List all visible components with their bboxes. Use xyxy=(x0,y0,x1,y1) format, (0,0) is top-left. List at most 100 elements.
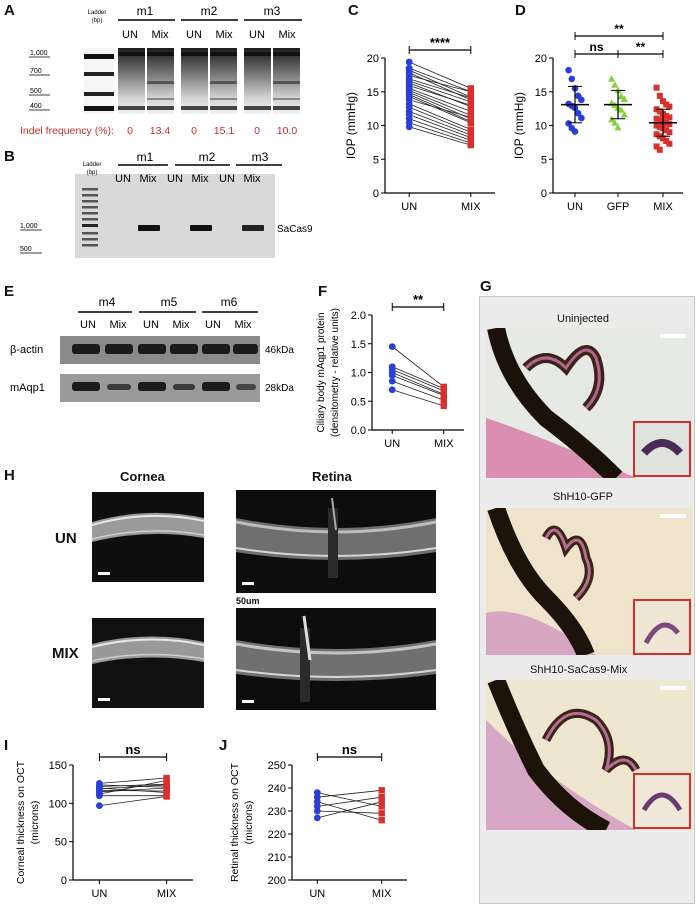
y-tick-label: 0 xyxy=(61,875,67,887)
mix-point xyxy=(666,103,673,110)
panel-a-cond-mix-1: Mix xyxy=(151,29,169,41)
mix-point xyxy=(440,396,447,404)
gfp-point xyxy=(614,123,622,131)
gfp-point xyxy=(611,81,619,88)
panel-a-band xyxy=(147,106,174,110)
y-tick-label: 220 xyxy=(268,829,286,841)
panel-a-band xyxy=(210,98,237,100)
panel-a-band xyxy=(273,52,300,56)
panel-letter-g: G xyxy=(480,278,492,295)
panel-e-row-label: mAqp1 xyxy=(10,382,45,394)
panel-a-lane xyxy=(181,48,208,114)
panel-a-indel-value: 0 xyxy=(127,125,133,137)
panel-a-band xyxy=(181,106,208,110)
y-tick-label: 0.5 xyxy=(351,396,366,408)
pair-line xyxy=(392,375,444,396)
panel-a-band xyxy=(273,106,300,110)
un-point xyxy=(405,123,413,131)
y-axis-label-line: IOP (mmHg) xyxy=(512,92,526,159)
pair-line xyxy=(409,80,471,103)
pair-line xyxy=(409,67,471,93)
panel-g-title-uninjected: Uninjected xyxy=(557,313,609,325)
panel-a-band xyxy=(210,81,237,84)
pair-line xyxy=(409,85,471,106)
x-tick-label: MIX xyxy=(653,201,673,213)
pair-line xyxy=(99,787,167,793)
panel-letter-c: C xyxy=(348,2,359,19)
panel-letter-d: D xyxy=(515,2,526,19)
mix-point xyxy=(467,102,474,109)
pair-line xyxy=(392,380,444,401)
panel-b-cond-mix-2: Mix xyxy=(191,173,209,185)
panel-a-ladder-700: 700 xyxy=(30,68,42,75)
x-tick-label: UN xyxy=(91,888,107,900)
panel-a-band xyxy=(118,52,145,56)
panel-a-indel-value: 0 xyxy=(254,125,260,137)
y-axis-label-line: IOP (mmHg) xyxy=(344,92,358,159)
y-tick-label: 250 xyxy=(268,760,286,772)
panel-a-mouse-m2: m2 xyxy=(201,4,218,18)
panel-b-mouse-m1: m1 xyxy=(137,150,154,164)
y-axis-label: Ciliary body mAqp1 protein (densitometry … xyxy=(316,308,341,437)
gfp-point xyxy=(617,106,625,113)
mix-point xyxy=(163,777,170,784)
y-tick-label: 0.0 xyxy=(351,425,366,437)
mix-point xyxy=(467,85,474,92)
mix-point xyxy=(656,123,663,130)
mix-point xyxy=(653,84,660,91)
panel-a-lane xyxy=(244,48,271,114)
panel-b-cond-un-3: UN xyxy=(219,173,235,185)
panel-a-lane xyxy=(118,48,145,114)
significance-label: ns xyxy=(125,742,140,757)
pair-line xyxy=(409,106,471,133)
pair-line xyxy=(409,96,471,124)
panel-a-band xyxy=(273,98,300,100)
un-point xyxy=(388,377,396,385)
panel-g-title-sacas9: ShH10-SaCas9-Mix xyxy=(530,664,628,676)
pair-line xyxy=(317,796,382,807)
panel-h-col-title: Cornea xyxy=(120,469,165,484)
panel-a-band xyxy=(210,106,237,110)
panel-letter-a: A xyxy=(4,2,15,19)
panel-b-ladder-label: Ladder xyxy=(83,162,102,168)
y-tick-label: 150 xyxy=(49,760,67,772)
panel-a-indel-label: Indel frequency (%): xyxy=(20,125,114,137)
significance-label: ns xyxy=(342,742,357,757)
pair-line xyxy=(317,810,382,814)
mix-point xyxy=(663,113,670,120)
mix-point xyxy=(163,793,170,800)
y-axis-label: IOP (mmHg) xyxy=(344,92,358,159)
panel-b-ladder-1000: 1,000 xyxy=(20,223,38,230)
mix-point xyxy=(653,143,660,150)
x-tick-label: MIX xyxy=(372,888,392,900)
y-axis-label: IOP (mmHg) xyxy=(512,92,526,159)
pair-line xyxy=(409,118,471,141)
y-axis-label-line: Retinal thickness on OCT xyxy=(229,762,241,882)
y-tick-label: 5 xyxy=(541,154,547,166)
panel-b-mouse-m2: m2 xyxy=(199,150,216,164)
mix-point xyxy=(660,135,666,142)
panel-a-ladder-500: 500 xyxy=(30,88,42,95)
pair-line xyxy=(391,346,445,388)
y-tick-label: 15 xyxy=(535,87,547,99)
un-point xyxy=(96,792,103,800)
un-point xyxy=(388,343,396,351)
panel-a-indel-value: 13.4 xyxy=(150,125,171,137)
panel-e-cond-mix-2: Mix xyxy=(172,319,190,331)
mix-point xyxy=(656,92,663,99)
panel-a-cond-un-3: UN xyxy=(249,29,265,41)
mix-point xyxy=(663,138,670,145)
un-point xyxy=(574,110,582,117)
panel-f-chart: 0.0 0.5 1.0 1.5 2.0 UN MIX ** Ciliary body mAqp1… xyxy=(316,292,464,450)
y-tick-label: 50 xyxy=(55,837,67,849)
un-point xyxy=(578,96,585,104)
gfp-point xyxy=(620,95,628,102)
y-axis-label-line: (microns) xyxy=(243,801,255,845)
panel-e-blot: m4 m5 m6 UN Mix UN Mix UN Mix β-actin mA… xyxy=(10,295,294,402)
pair-line xyxy=(99,789,167,792)
panel-e-cond-un-2: UN xyxy=(143,319,159,331)
y-tick-label: 10 xyxy=(535,121,547,133)
x-tick-label: UN xyxy=(567,201,583,213)
panel-g-title-gfp: ShH10-GFP xyxy=(553,491,613,503)
panel-b-mouse-m3: m3 xyxy=(252,150,269,164)
